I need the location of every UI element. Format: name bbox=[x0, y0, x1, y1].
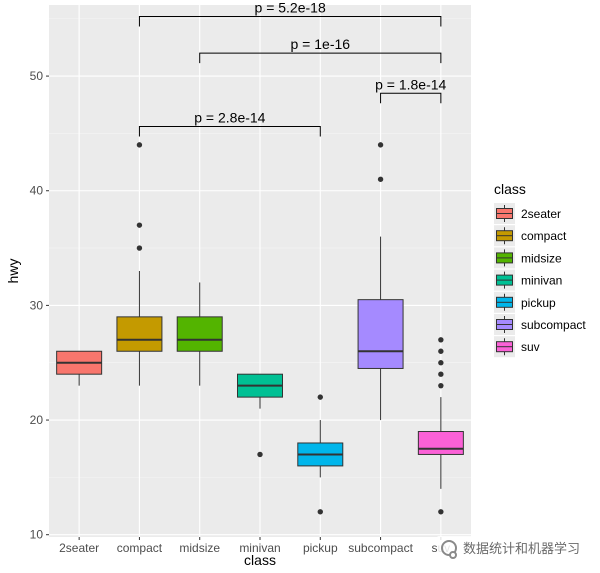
x-axis-title: class bbox=[244, 552, 276, 568]
y-tick-label: 50 bbox=[30, 69, 44, 83]
box-midsize bbox=[176, 316, 223, 352]
outlier-point-compact bbox=[136, 222, 143, 228]
box-compact bbox=[116, 316, 163, 352]
outlier-point-subcompact bbox=[377, 142, 384, 148]
outlier-point-compact bbox=[136, 142, 143, 148]
watermark: 数据统计和机器学习 bbox=[436, 536, 584, 559]
outlier-point-pickup bbox=[317, 509, 323, 515]
outlier-point-pickup bbox=[317, 394, 323, 400]
x-tick-label: compact bbox=[117, 541, 163, 555]
comparison-bracket bbox=[199, 52, 442, 64]
comparison-bracket bbox=[138, 126, 321, 137]
box-suv bbox=[417, 431, 464, 455]
comparison-label: p = 2.8e-14 bbox=[194, 110, 265, 126]
outlier-point-compact bbox=[136, 245, 143, 251]
x-tick-label: minivan bbox=[239, 541, 280, 555]
legend-title: class bbox=[494, 181, 526, 197]
outlier-point-suv bbox=[438, 509, 444, 515]
legend-label: minivan bbox=[521, 274, 562, 288]
comparison-label: p = 5.2e-18 bbox=[255, 0, 326, 15]
x-tick-label: subcompact bbox=[348, 541, 413, 555]
y-tick-label: 20 bbox=[30, 413, 44, 427]
x-tick-label: 2seater bbox=[59, 541, 99, 555]
y-tick-label: 10 bbox=[30, 528, 44, 542]
outlier-point-suv bbox=[438, 360, 444, 366]
outlier-point-suv bbox=[438, 371, 444, 377]
outlier-point-suv bbox=[438, 348, 444, 354]
outlier-point-subcompact bbox=[377, 176, 384, 182]
comparison-label: p = 1e-16 bbox=[291, 36, 351, 52]
y-tick-label: 40 bbox=[30, 184, 44, 198]
wechat-icon bbox=[440, 540, 457, 559]
legend-label: compact bbox=[521, 229, 567, 243]
legend-label: pickup bbox=[521, 296, 556, 310]
comparison-bracket bbox=[380, 92, 442, 104]
watermark-text: 数据统计和机器学习 bbox=[462, 541, 580, 556]
comparison-label: p = 1.8e-14 bbox=[375, 76, 446, 92]
legend-label: 2seater bbox=[521, 207, 561, 221]
outlier-point-minivan bbox=[257, 451, 263, 458]
comparison-bracket bbox=[138, 15, 442, 27]
legend-label: subcompact bbox=[521, 318, 586, 332]
box-subcompact bbox=[357, 299, 404, 369]
y-tick-label: 30 bbox=[30, 298, 44, 312]
legend-label: suv bbox=[521, 340, 540, 354]
y-axis-title: hwy bbox=[5, 259, 21, 284]
x-tick-label: midsize bbox=[179, 541, 220, 555]
legend-label: midsize bbox=[521, 251, 562, 265]
x-tick-label: pickup bbox=[303, 541, 338, 555]
outlier-point-suv bbox=[438, 382, 444, 389]
outlier-point-suv bbox=[438, 337, 444, 343]
